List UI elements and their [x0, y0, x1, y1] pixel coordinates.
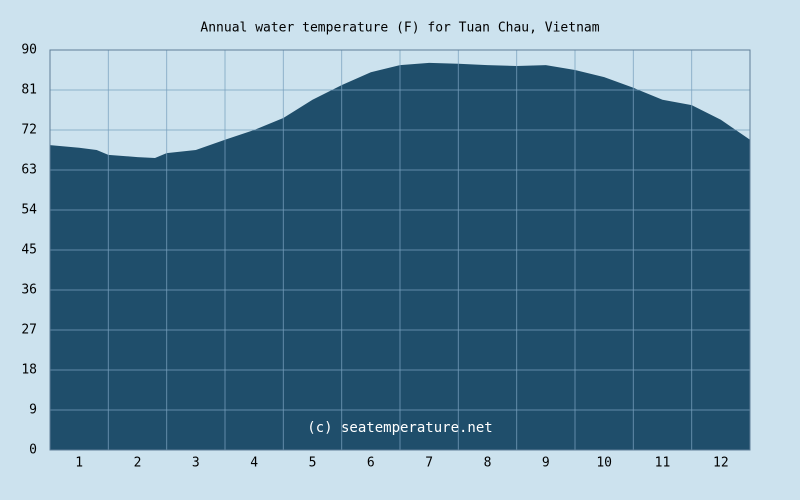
x-tick-label: 11	[655, 456, 671, 471]
chart-title: Annual water temperature (F) for Tuan Ch…	[200, 21, 599, 36]
x-tick-label: 3	[192, 456, 200, 471]
y-tick-label: 36	[21, 283, 37, 298]
x-tick-label: 10	[596, 456, 612, 471]
x-tick-label: 4	[250, 456, 258, 471]
x-tick-label: 5	[309, 456, 317, 471]
y-tick-label: 54	[21, 203, 37, 218]
y-tick-label: 0	[29, 443, 37, 458]
x-tick-label: 6	[367, 456, 375, 471]
x-tick-label: 12	[713, 456, 729, 471]
plot-border	[49, 49, 751, 451]
x-tick-label: 1	[75, 456, 83, 471]
x-tick-label: 7	[425, 456, 433, 471]
y-tick-label: 72	[21, 123, 37, 138]
x-tick-label: 2	[134, 456, 142, 471]
y-tick-label: 9	[29, 403, 37, 418]
y-tick-label: 81	[21, 83, 37, 98]
x-tick-label: 9	[542, 456, 550, 471]
y-tick-label: 90	[21, 43, 37, 58]
y-tick-label: 18	[21, 363, 37, 378]
y-tick-label: 27	[21, 323, 37, 338]
x-tick-label: 8	[484, 456, 492, 471]
y-tick-label: 45	[21, 243, 37, 258]
watermark: (c) seatemperature.net	[307, 420, 492, 436]
y-tick-label: 63	[21, 163, 37, 178]
